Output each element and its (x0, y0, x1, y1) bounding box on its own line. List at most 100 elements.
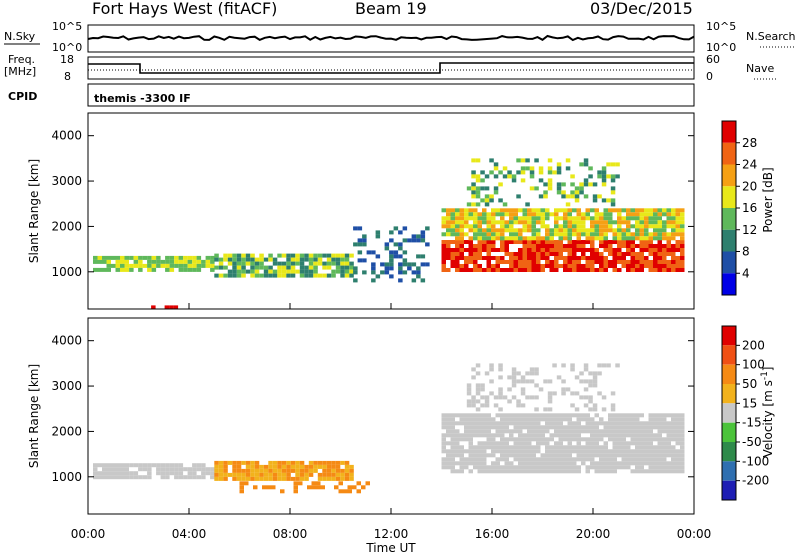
heatmap-cell (504, 417, 509, 422)
heatmap-cell (549, 437, 554, 442)
heatmap-cell (482, 413, 487, 418)
heatmap-cell (675, 260, 680, 264)
heatmap-cell (371, 266, 376, 271)
heatmap-cell (527, 461, 532, 466)
heatmap-cell (471, 174, 476, 179)
heatmap-cell (554, 413, 559, 418)
time-tick-label: 00:00 (677, 527, 712, 541)
heatmap-cell (272, 476, 278, 481)
heatmap-cell (500, 425, 505, 430)
heatmap-cell (545, 212, 550, 217)
heatmap-cell (547, 178, 553, 183)
heatmap-cell (398, 246, 403, 251)
heatmap-cell (592, 383, 598, 388)
heatmap-cell (340, 468, 345, 473)
heatmap-cell (239, 481, 244, 486)
heatmap-cell (133, 263, 139, 268)
heatmap-cell (644, 216, 649, 221)
heatmap-cell (585, 421, 590, 426)
heatmap-cell (583, 379, 589, 384)
heatmap-cell (590, 421, 595, 426)
heatmap-cell (313, 460, 318, 465)
heatmap-cell (165, 263, 170, 268)
heatmap-cell (583, 387, 589, 392)
heatmap-cell (522, 240, 527, 244)
heatmap-cell (317, 460, 323, 465)
heatmap-cell (473, 216, 478, 221)
heatmap-cell (169, 467, 175, 472)
heatmap-cell (536, 457, 541, 462)
heatmap-cell (549, 228, 554, 233)
heatmap-cell (612, 240, 617, 244)
heatmap-cell (536, 260, 541, 264)
heatmap-cell (151, 259, 157, 264)
heatmap-cell (594, 252, 599, 256)
heatmap-cell (603, 449, 608, 454)
heatmap-cell (635, 465, 640, 470)
heatmap-cell (187, 263, 193, 268)
heatmap-cell (455, 244, 460, 248)
heatmap-cell (272, 468, 278, 473)
heatmap-cell (263, 476, 269, 481)
heatmap-cell (666, 232, 671, 237)
heatmap-cell (268, 476, 273, 481)
heatmap-cell (599, 232, 604, 237)
heatmap-cell (254, 265, 260, 270)
heatmap-cell (210, 267, 215, 272)
noise-sky-trace (87, 34, 695, 42)
heatmap-cell (480, 170, 485, 175)
heatmap-cell (594, 437, 599, 442)
heatmap-cell (304, 464, 309, 469)
heatmap-cell (214, 464, 219, 469)
heatmap-cell (196, 267, 202, 272)
heatmap-cell (420, 254, 426, 259)
heatmap-cell (549, 413, 554, 418)
heatmap-cell (558, 449, 563, 454)
heatmap-cell (236, 269, 242, 274)
heatmap-cell (475, 194, 481, 199)
heatmap-cell (201, 263, 206, 268)
heatmap-cell (259, 472, 264, 477)
heatmap-cell (509, 449, 514, 454)
heatmap-cell (581, 240, 586, 244)
heatmap-cell (572, 449, 577, 454)
heatmap-cell (262, 485, 267, 490)
heatmap-cell (648, 453, 653, 458)
heatmap-cell (572, 457, 577, 462)
heatmap-cell (549, 421, 554, 426)
heatmap-cell (563, 437, 568, 442)
heatmap-cell (594, 445, 599, 450)
heatmap-cell (610, 190, 616, 195)
heatmap-cell (608, 208, 613, 213)
colorbar-swatch (722, 364, 736, 384)
heatmap-cell (250, 472, 255, 477)
heatmap-cell (124, 259, 129, 264)
heatmap-cell (480, 387, 485, 392)
heatmap-cell (558, 216, 563, 221)
heatmap-cell (527, 256, 532, 260)
heatmap-cell (446, 429, 451, 434)
heatmap-cell (459, 433, 464, 438)
heatmap-cell (635, 208, 640, 213)
heatmap-cell (455, 429, 460, 434)
heatmap-cell (165, 259, 170, 264)
heatmap-cell (357, 250, 363, 255)
heatmap-cell (450, 260, 455, 264)
colorbar-tick-label: 15 (742, 396, 757, 410)
heatmap-cell (491, 244, 496, 248)
heatmap-cell (446, 268, 451, 272)
heatmap-cell (581, 268, 586, 272)
heatmap-cell (446, 224, 451, 229)
heatmap-cell (475, 399, 481, 404)
heatmap-cell (644, 433, 649, 438)
heatmap-cell (531, 469, 536, 474)
heatmap-cell (612, 256, 617, 260)
heatmap-cell (489, 363, 494, 368)
heatmap-cell (455, 208, 460, 213)
heatmap-cell (486, 433, 491, 438)
heatmap-cell (675, 421, 680, 426)
heatmap-cell (561, 387, 566, 392)
heatmap-cell (671, 433, 676, 438)
heatmap-cell (671, 437, 676, 442)
heatmap-cell (340, 265, 345, 270)
